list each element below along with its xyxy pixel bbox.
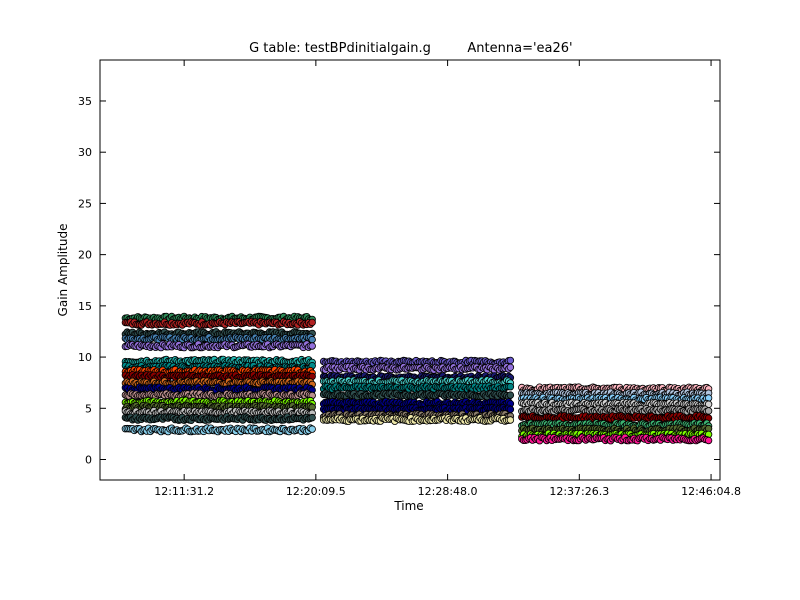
y-tick-label: 0 (85, 454, 92, 467)
y-tick-label: 15 (78, 300, 92, 313)
x-tick-label: 12:46:04.8 (681, 485, 741, 498)
scan-3 (518, 383, 713, 445)
x-tick-label: 12:28:48.0 (418, 485, 478, 498)
x-tick-label: 12:37:26.3 (549, 485, 609, 498)
data-point (704, 436, 713, 445)
y-tick-label: 10 (78, 351, 92, 364)
y-tick-label: 25 (78, 197, 92, 210)
y-tick-label: 5 (85, 402, 92, 415)
x-axis-label: Time (393, 499, 423, 513)
data-point (308, 413, 316, 422)
y-axis-label: Gain Amplitude (56, 224, 70, 317)
data-point (506, 383, 515, 391)
data-point (704, 407, 713, 415)
data-points (121, 312, 713, 445)
data-point (506, 416, 515, 424)
data-point (308, 335, 316, 344)
y-tick-label: 30 (78, 146, 92, 159)
y-tick-label: 20 (78, 249, 92, 262)
data-point (308, 318, 316, 327)
y-tick-label: 35 (78, 95, 92, 108)
data-point (506, 356, 515, 365)
scan-2 (319, 356, 515, 425)
data-point (308, 425, 316, 433)
chart-subtitle-antenna: Antenna='ea26' (467, 41, 572, 56)
x-tick-label: 12:20:09.5 (286, 485, 346, 498)
data-point (308, 342, 316, 350)
data-point (506, 363, 515, 371)
gain-series (121, 340, 316, 352)
gain-series (121, 317, 316, 329)
data-point (506, 405, 515, 414)
x-tick-label: 12:11:31.2 (154, 485, 214, 498)
scan-1 (121, 312, 316, 436)
chart-title: G table: testBPdinitialgain.g (249, 41, 431, 56)
data-point (506, 391, 515, 399)
